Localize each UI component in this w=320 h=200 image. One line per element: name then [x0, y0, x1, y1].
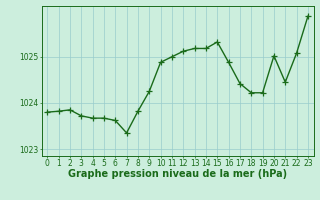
X-axis label: Graphe pression niveau de la mer (hPa): Graphe pression niveau de la mer (hPa) — [68, 169, 287, 179]
